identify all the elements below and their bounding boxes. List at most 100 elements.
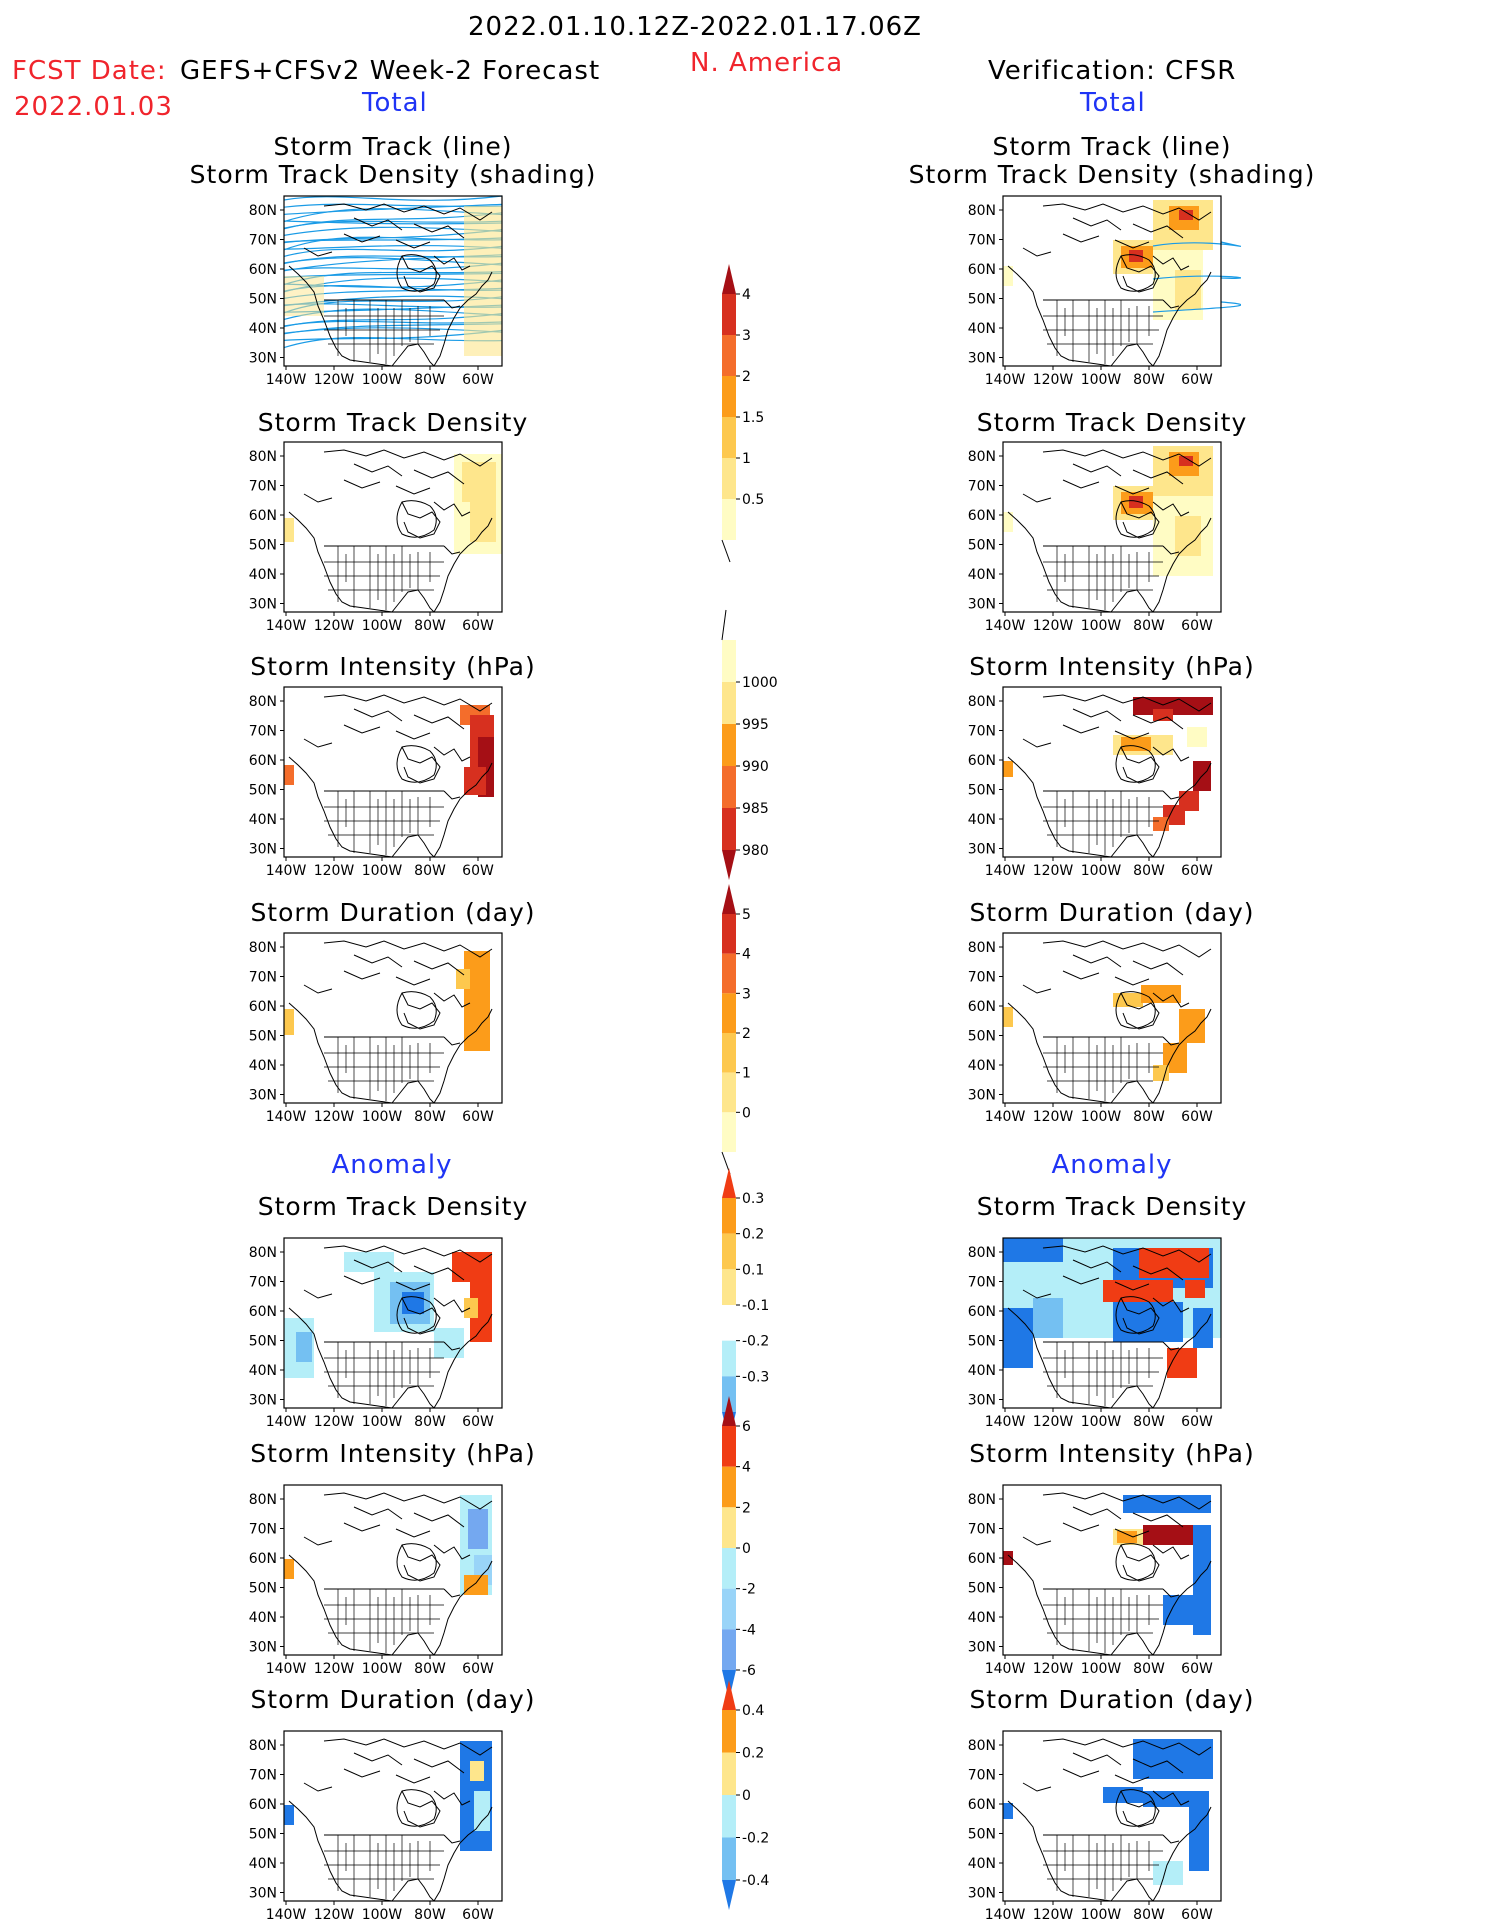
colorbar-tick-label: 1000 (742, 675, 778, 691)
forecast-map-panel: 80N 70N 60N 50N 40N 30N 140W 120W 100W 80W 60W (249, 1237, 503, 1428)
shading-cell (468, 1509, 488, 1549)
lat-tick-label: 60N (249, 999, 277, 1015)
lon-tick-label: 140W (266, 1109, 307, 1123)
lon-tick-label: 60W (1181, 1414, 1213, 1428)
lat-tick-label: 30N (968, 842, 996, 858)
panel-title: Storm Duration (day) (969, 1685, 1255, 1714)
hudson-bay (1115, 991, 1156, 1029)
shading-cell (1163, 1595, 1193, 1625)
lat-tick-label: 60N (968, 262, 996, 278)
lat-tick-label: 60N (249, 1551, 277, 1567)
lon-tick-label: 140W (266, 1907, 307, 1921)
map-frame (1002, 1237, 1222, 1409)
colorbar-duration_anom: 0.4 0.2 0 -0.2 -0.4 (722, 1680, 769, 1910)
lat-tick-label: 60N (249, 1797, 277, 1813)
lat-tick-label: 70N (249, 724, 277, 740)
storm-track-line (1152, 301, 1241, 313)
lat-tick-label: 30N (249, 1640, 277, 1656)
arctic-islands (1022, 1738, 1212, 1828)
colorbar-tick-label: -0.1 (742, 1298, 769, 1314)
state-lines (1043, 1037, 1163, 1101)
section-anomaly-left: Anomaly (331, 1150, 453, 1180)
lon-tick-label: 60W (462, 1109, 494, 1123)
section-total-left: Total (362, 88, 428, 118)
lat-tick-label: 80N (249, 1492, 277, 1508)
hudson-bay (1115, 1296, 1156, 1334)
lat-tick-label: 30N (968, 351, 996, 367)
shading-cell (284, 276, 324, 316)
hudson-bay (396, 745, 437, 783)
map-frame (1002, 195, 1222, 367)
hudson-bay (1115, 254, 1156, 292)
lon-tick-label: 80W (414, 1907, 446, 1921)
shading-cell (434, 1328, 464, 1358)
lat-tick-label: 30N (249, 1088, 277, 1104)
lat-tick-label: 40N (968, 567, 996, 583)
colorbar-tick-label: 1.5 (742, 410, 764, 426)
lat-tick-label: 40N (249, 1610, 277, 1626)
colorbar-intensity_anom: 6 4 2 0 -2 -4 -6 (722, 1396, 756, 1700)
colorbar-tick-label: 1 (742, 451, 751, 467)
state-lines (1043, 546, 1163, 610)
shading-cell (284, 1805, 294, 1825)
colorbar-tick-label: 4 (742, 287, 751, 303)
lat-tick-label: 60N (249, 508, 277, 524)
region-label: N. America (690, 48, 844, 78)
lat-tick-label: 80N (249, 940, 277, 956)
map-frame (283, 1237, 503, 1409)
arctic-islands (303, 694, 493, 784)
verification-map-panel: 80N 70N 60N 50N 40N 30N 140W 120W 100W 80W 60W (968, 441, 1222, 632)
lat-tick-label: 50N (968, 1334, 996, 1350)
lat-tick-label: 30N (249, 1393, 277, 1409)
lat-tick-label: 40N (968, 812, 996, 828)
state-lines (1043, 1589, 1163, 1653)
lat-tick-label: 50N (249, 783, 277, 799)
colorbar-tick-label: 0.2 (742, 1227, 764, 1243)
lon-tick-label: 140W (985, 618, 1026, 632)
date-range: 2022.01.10.12Z-2022.01.17.06Z (468, 12, 922, 42)
shading-cell (470, 502, 496, 542)
hudson-bay (1115, 1789, 1156, 1827)
shading-cell (344, 1252, 394, 1272)
shading-cell (1129, 496, 1143, 508)
lon-tick-label: 140W (985, 1661, 1026, 1675)
lon-tick-label: 80W (414, 1661, 446, 1675)
lat-tick-label: 80N (968, 449, 996, 465)
map-frame (1002, 932, 1222, 1104)
lat-tick-label: 50N (968, 783, 996, 799)
panel-title: Storm Track (line) (273, 132, 513, 161)
lat-tick-label: 30N (249, 597, 277, 613)
shading-cell (464, 1575, 488, 1595)
lon-tick-label: 120W (1033, 1661, 1074, 1675)
lon-tick-label: 100W (362, 1109, 403, 1123)
border (1043, 1036, 1180, 1046)
verification-map-panel: 80N 70N 60N 50N 40N 30N 140W 120W 100W 80W 60W (968, 686, 1222, 877)
lat-tick-label: 40N (249, 1058, 277, 1074)
lon-tick-label: 120W (1033, 863, 1074, 877)
colorbar-tick-label: -6 (742, 1663, 756, 1679)
lon-tick-label: 100W (362, 863, 403, 877)
shading-cell (1179, 210, 1193, 220)
lat-tick-label: 60N (249, 753, 277, 769)
lon-tick-label: 100W (1081, 372, 1122, 386)
shading-cell (1179, 456, 1193, 466)
lon-tick-label: 120W (314, 1109, 355, 1123)
shading-cell (1003, 1007, 1013, 1027)
lon-tick-label: 80W (414, 372, 446, 386)
lat-tick-label: 40N (249, 567, 277, 583)
lat-tick-label: 70N (249, 479, 277, 495)
lat-tick-label: 70N (968, 1768, 996, 1784)
verification-map-panel: 80N 70N 60N 50N 40N 30N 140W 120W 100W 80W 60W (968, 932, 1222, 1123)
lat-tick-label: 70N (968, 1275, 996, 1291)
lon-tick-label: 80W (1133, 618, 1165, 632)
lon-tick-label: 80W (414, 1109, 446, 1123)
lat-tick-label: 60N (968, 1551, 996, 1567)
lat-tick-label: 50N (968, 1581, 996, 1597)
lon-tick-label: 60W (1181, 1907, 1213, 1921)
shading-cell (464, 1298, 478, 1318)
section-anomaly-right: Anomaly (1051, 1150, 1173, 1180)
lon-tick-label: 60W (1181, 618, 1213, 632)
lat-tick-label: 40N (968, 1363, 996, 1379)
colorbar-tick-label: 0.3 (742, 1191, 764, 1207)
state-lines (324, 1037, 444, 1101)
